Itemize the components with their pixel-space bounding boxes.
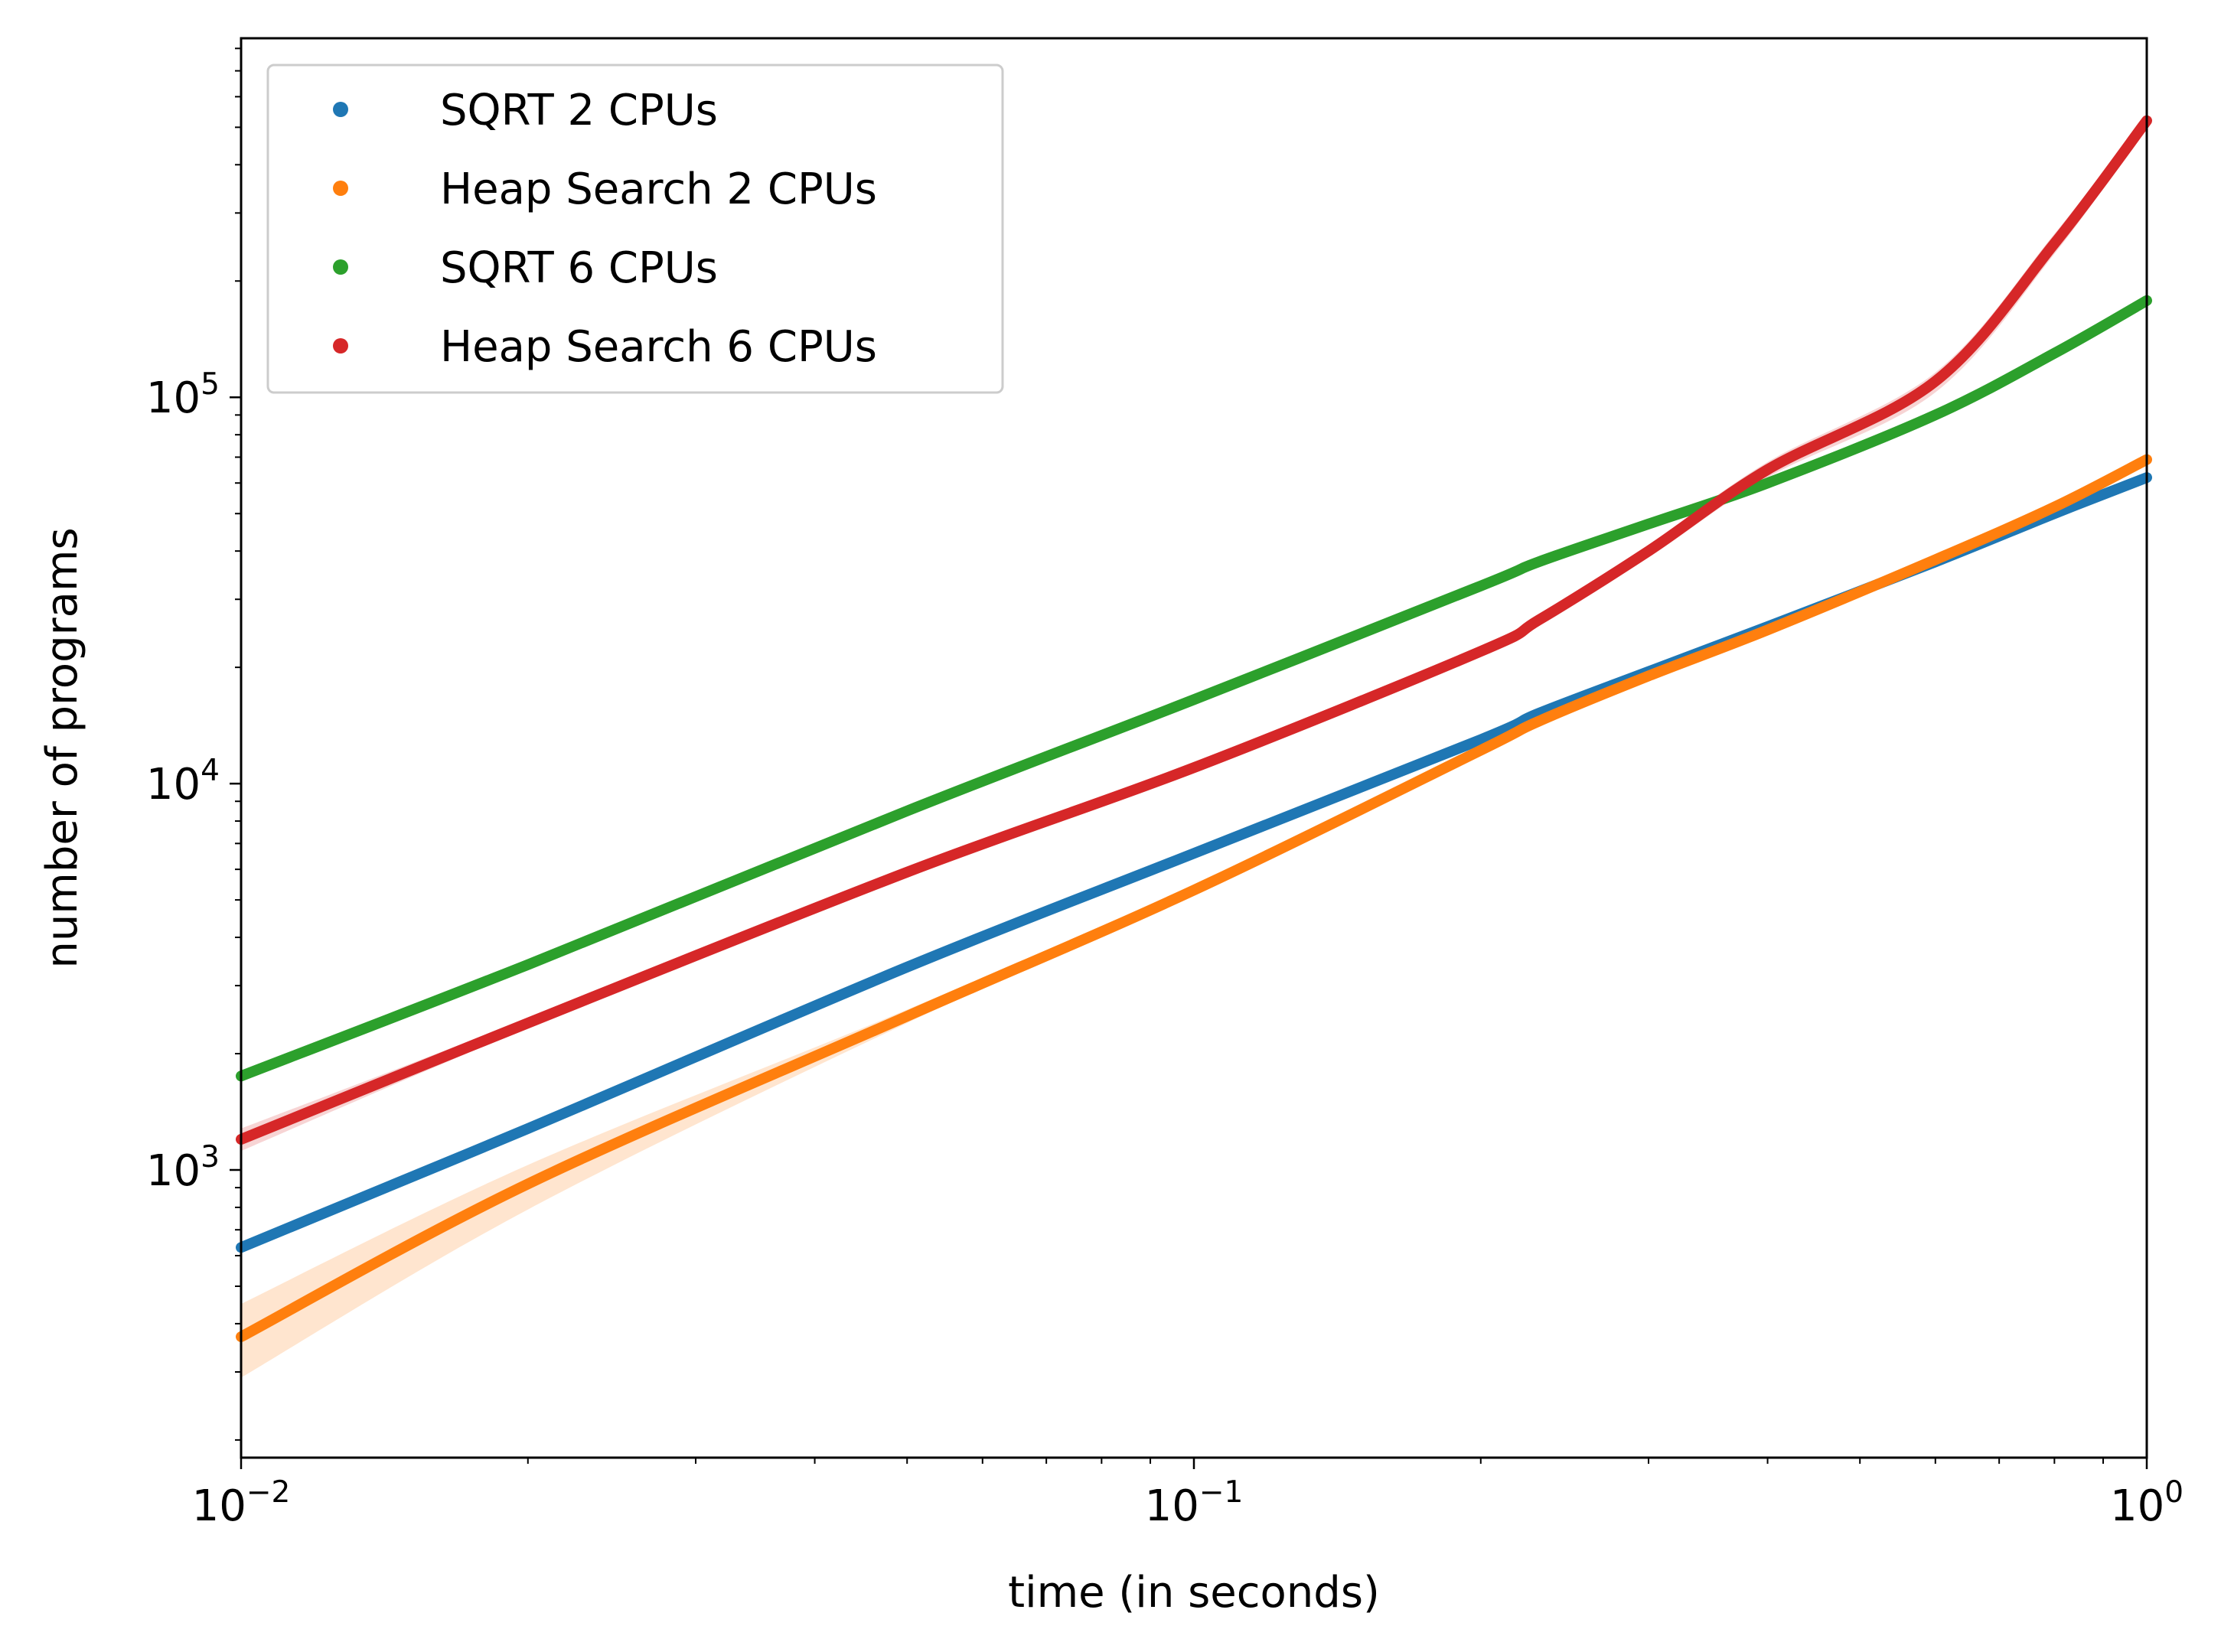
y-axis-label: number of programs (38, 527, 87, 968)
x-tick-label: 10−1 (1145, 1475, 1244, 1531)
legend-label-0: SQRT 2 CPUs (440, 86, 718, 135)
y-axis-ticks: 103 104 105 (146, 47, 241, 1441)
legend-box (266, 64, 1004, 394)
legend-marker-2 (333, 259, 348, 275)
series-line-2 (236, 295, 2152, 1082)
y-tick-label: 104 (146, 754, 220, 810)
series-lines (236, 115, 2152, 1342)
legend: SQRT 2 CPUs Heap Search 2 CPUs SQRT 6 CPUs… (266, 64, 1004, 394)
legend-label-1: Heap Search 2 CPUs (440, 165, 877, 214)
y-tick-label: 103 (146, 1140, 220, 1196)
legend-label-3: Heap Search 6 CPUs (440, 322, 877, 372)
legend-marker-0 (333, 102, 348, 117)
series-line-1 (236, 454, 2152, 1342)
x-tick-label: 100 (2110, 1475, 2183, 1531)
x-axis-label: time (in seconds) (1008, 1568, 1380, 1618)
x-tick-label: 10−2 (192, 1475, 291, 1531)
legend-marker-3 (333, 338, 348, 354)
legend-label-2: SQRT 6 CPUs (440, 243, 718, 293)
legend-marker-1 (333, 181, 348, 196)
x-axis-ticks: 10−2 10−1 100 (192, 1458, 2183, 1531)
y-tick-label: 105 (146, 367, 220, 423)
series-line-3 (236, 115, 2152, 1145)
